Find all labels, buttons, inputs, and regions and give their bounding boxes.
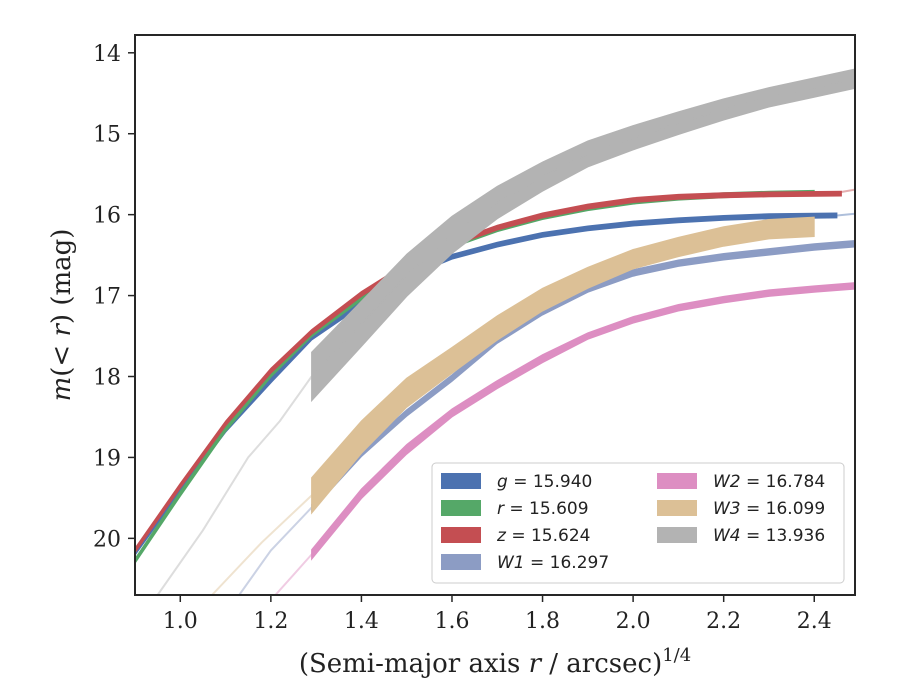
y-tick-label: 15	[93, 123, 121, 148]
x-axis-ticks: 1.0 1.2 1.4 1.6 1.8 2.0 2.2 2.4	[163, 595, 832, 634]
series-0-line	[135, 214, 837, 554]
series-5-line	[311, 226, 815, 496]
series-3-line	[311, 243, 855, 509]
legend: g = 15.940 r = 15.609 z = 15.624 W1 = 16.29…	[431, 462, 845, 584]
x-tick-label: 1.8	[525, 609, 560, 634]
legend-swatch-6	[657, 527, 697, 543]
series-3-extrapolation	[238, 506, 313, 595]
x-tick-label: 2.2	[706, 609, 741, 634]
legend-label-2: z = 15.624	[496, 526, 590, 546]
legend-swatch-5	[657, 500, 697, 516]
legend-label-0: g = 15.940	[497, 472, 592, 492]
x-tick-label: 1.6	[434, 609, 469, 634]
y-tick-label: 19	[93, 446, 121, 471]
legend-label-3: W1 = 16.297	[497, 553, 609, 573]
y-tick-label: 20	[93, 527, 121, 552]
legend-label-5: W3 = 16.099	[713, 499, 825, 519]
x-tick-label: 1.0	[163, 609, 198, 634]
y-tick-label: 16	[93, 204, 121, 229]
x-tick-label: 1.4	[344, 609, 379, 634]
legend-swatch-1	[441, 500, 481, 516]
y-axis-label: mm((< r) (mag)	[47, 229, 77, 402]
x-tick-label: 1.2	[253, 609, 288, 634]
series-2-band	[135, 190, 842, 554]
series-4-extrapolation	[274, 553, 313, 595]
x-tick-label: 2.0	[616, 609, 651, 634]
series-6-line	[311, 77, 855, 378]
y-tick-label: 14	[93, 42, 121, 67]
profile-bands	[135, 68, 855, 565]
extrapolation-curves	[156, 188, 855, 595]
legend-swatch-2	[441, 527, 481, 543]
legend-label-6: W4 = 13.936	[713, 526, 825, 546]
legend-swatch-3	[441, 554, 481, 570]
y-tick-label: 17	[93, 285, 121, 310]
y-axis-ticks: 14 15 16 17 18 19 20	[93, 42, 135, 552]
x-tick-label: 2.4	[797, 609, 832, 634]
legend-label-1: r = 15.609	[497, 499, 589, 519]
x-axis-label: (Semi-major axis r / arcsec)1/4	[299, 645, 691, 679]
series-4-line	[311, 285, 855, 555]
legend-label-4: W2 = 16.784	[713, 472, 825, 492]
plot-frame	[134, 34, 856, 596]
legend-swatch-0	[441, 473, 481, 489]
series-0-extrapolation	[836, 212, 855, 217]
series-5-band	[311, 216, 815, 515]
legend-swatch-4	[657, 473, 697, 489]
legend-box	[431, 462, 845, 584]
series-6-band	[311, 68, 855, 403]
series-5-extrapolation	[211, 494, 313, 595]
series-2-extrapolation	[841, 188, 855, 193]
series-6-extrapolation	[156, 375, 313, 595]
y-tick-label: 18	[93, 366, 121, 391]
